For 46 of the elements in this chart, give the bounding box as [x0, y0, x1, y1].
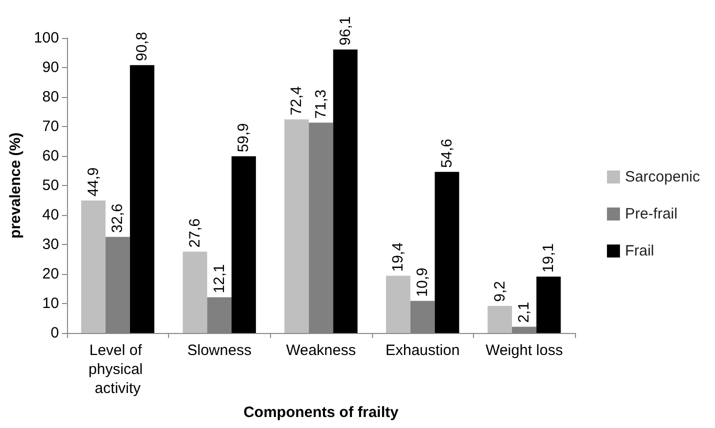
x-tick-label: Slowness [187, 342, 252, 359]
data-label: 32,6 [109, 204, 126, 233]
legend-label: Sarcopenic [624, 168, 700, 186]
y-tick-label: 20 [42, 266, 59, 282]
data-label: 54,6 [438, 138, 456, 168]
bar [232, 156, 256, 333]
x-tick-label: Exhaustion [385, 342, 460, 359]
data-label: 27,6 [186, 218, 204, 248]
y-tick-label: 100 [34, 30, 59, 46]
y-tick-label: 70 [42, 118, 59, 135]
data-label: 2,1 [516, 302, 533, 323]
y-axis-title: prevalence (%) [7, 132, 24, 238]
y-tick-label: 40 [42, 206, 59, 224]
x-axis-title: Components of frailty [243, 404, 400, 421]
data-label: 19,1 [540, 243, 558, 273]
bar [182, 252, 208, 333]
y-tick-label: 90 [42, 59, 59, 76]
y-tick-label: 10 [42, 295, 59, 312]
x-tick-label: Level of physical activity [88, 342, 147, 397]
bar [434, 172, 460, 333]
bar [536, 276, 561, 333]
y-tick-label: 80 [42, 88, 59, 106]
data-label: 10,9 [414, 268, 432, 297]
legend-label: Pre-frail [624, 206, 678, 222]
y-tick-label: 0 [50, 324, 59, 342]
data-label: 90,8 [134, 32, 151, 62]
legend-label: Frail [624, 242, 654, 260]
bar [284, 119, 309, 333]
data-label: 19,4 [390, 242, 407, 272]
y-tick-label: 60 [42, 148, 59, 164]
data-label: 72,4 [288, 86, 306, 116]
data-label: 12,1 [210, 264, 228, 294]
x-tick-label: Weakness [286, 342, 356, 359]
bar [81, 200, 106, 333]
bar [386, 276, 410, 333]
x-tick-label: Weight loss [486, 342, 563, 359]
bar [488, 306, 512, 333]
data-label: 9,2 [491, 281, 508, 302]
y-tick-label: 50 [42, 177, 59, 194]
data-label: 44,9 [84, 167, 102, 197]
data-label: 96,1 [336, 16, 354, 46]
data-label: 59,9 [235, 123, 252, 152]
y-tick-label: 30 [42, 236, 59, 253]
bar [130, 65, 154, 333]
bar [333, 50, 358, 333]
data-label: 71,3 [312, 89, 330, 119]
